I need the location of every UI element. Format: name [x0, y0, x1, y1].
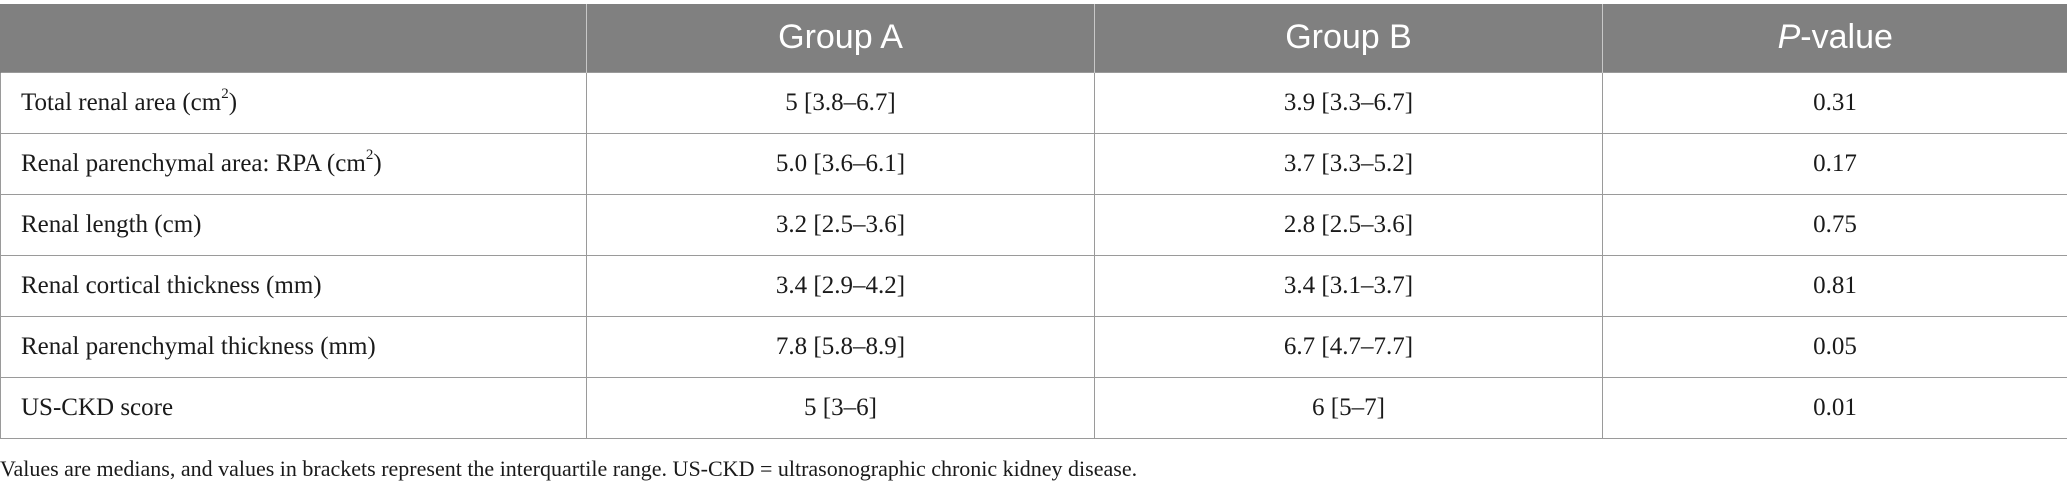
cell-group-b: 3.9 [3.3–6.7] — [1094, 71, 1603, 134]
cell-p-value: 0.75 — [1602, 193, 2067, 256]
row-label-text: Renal cortical thickness (mm) — [21, 271, 322, 299]
row-label: Renal length (cm) — [0, 193, 587, 256]
cell-group-b: 6.7 [4.7–7.7] — [1094, 315, 1603, 378]
header-p-suffix: -value — [1800, 18, 1893, 57]
table-header-row: Group A Group B P-value — [0, 4, 2067, 72]
cell-group-a: 5 [3–6] — [586, 376, 1095, 439]
row-label: Total renal area (cm2) — [0, 71, 587, 134]
header-group-b: Group B — [1094, 4, 1603, 72]
header-p-value: P-value — [1602, 4, 2067, 72]
table-row: Renal cortical thickness (mm) 3.4 [2.9–4… — [0, 254, 2067, 317]
header-group-a: Group A — [586, 4, 1095, 72]
cell-p-value: 0.17 — [1602, 132, 2067, 195]
results-table: Group A Group B P-value Total renal area… — [0, 4, 2067, 439]
cell-group-b: 6 [5–7] — [1094, 376, 1603, 439]
row-label-text: Renal parenchymal area: RPA (cm — [21, 149, 366, 177]
cell-group-a: 3.4 [2.9–4.2] — [586, 254, 1095, 317]
cell-p-value: 0.05 — [1602, 315, 2067, 378]
row-label: Renal parenchymal thickness (mm) — [0, 315, 587, 378]
cell-p-value: 0.81 — [1602, 254, 2067, 317]
row-label: US-CKD score — [0, 376, 587, 439]
row-label: Renal cortical thickness (mm) — [0, 254, 587, 317]
table-row: US-CKD score 5 [3–6] 6 [5–7] 0.01 — [0, 376, 2067, 439]
cell-group-a: 5 [3.8–6.7] — [586, 71, 1095, 134]
cell-group-b: 3.7 [3.3–5.2] — [1094, 132, 1603, 195]
row-label-sup: 2 — [221, 86, 229, 103]
row-label-end: ) — [373, 149, 382, 177]
row-label-text: Total renal area (cm — [21, 88, 222, 116]
cell-group-a: 7.8 [5.8–8.9] — [586, 315, 1095, 378]
cell-group-b: 2.8 [2.5–3.6] — [1094, 193, 1603, 256]
cell-group-a: 3.2 [2.5–3.6] — [586, 193, 1095, 256]
row-label-text: US-CKD score — [21, 393, 174, 421]
table-row: Renal parenchymal thickness (mm) 7.8 [5.… — [0, 315, 2067, 378]
row-label-text: Renal length (cm) — [21, 210, 202, 238]
row-label-sup: 2 — [365, 147, 374, 164]
row-label: Renal parenchymal area: RPA (cm2) — [0, 132, 587, 195]
table-row: Renal length (cm) 3.2 [2.5–3.6] 2.8 [2.5… — [0, 193, 2067, 256]
cell-group-a: 5.0 [3.6–6.1] — [586, 132, 1095, 195]
cell-p-value: 0.01 — [1602, 376, 2067, 439]
row-label-text: Renal parenchymal thickness (mm) — [21, 332, 376, 360]
table-row: Renal parenchymal area: RPA (cm2) 5.0 [3… — [0, 132, 2067, 195]
header-blank — [0, 4, 587, 72]
cell-group-b: 3.4 [3.1–3.7] — [1094, 254, 1603, 317]
table-footnote: Values are medians, and values in bracke… — [0, 456, 1138, 481]
row-label-end: ) — [228, 88, 238, 116]
header-p-italic: P — [1777, 18, 1801, 57]
table-row: Total renal area (cm2) 5 [3.8–6.7] 3.9 [… — [0, 71, 2067, 134]
cell-p-value: 0.31 — [1602, 71, 2067, 134]
